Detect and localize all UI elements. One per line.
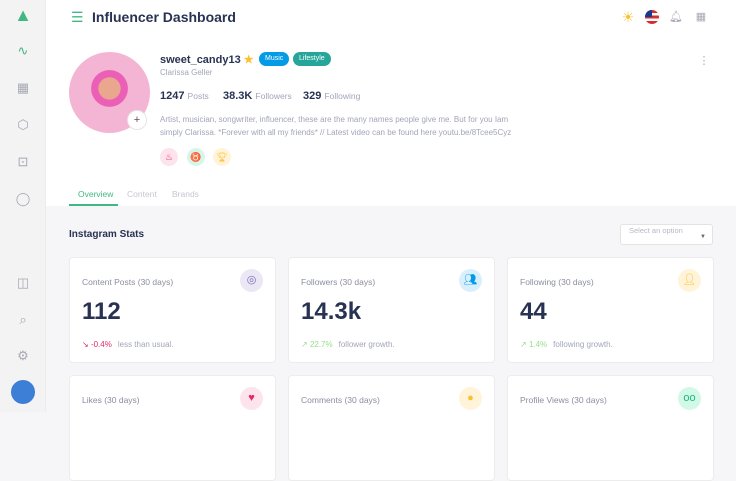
username: sweet_candy13 ★: [160, 54, 254, 66]
fire-icon[interactable]: ♨: [160, 148, 178, 166]
card-footer: ↘ -0.4% less than usual.: [82, 340, 174, 349]
stat-card-following: Following (30 days) 👤︎ 44 ↗ 1.4% followin…: [507, 257, 714, 363]
logo[interactable]: ▲: [14, 4, 32, 25]
users-icon: 👥︎: [459, 269, 482, 292]
tab-brands[interactable]: Brands: [172, 189, 199, 199]
stat-followers: 38.3K Followers: [223, 90, 292, 102]
add-photo-button[interactable]: +: [127, 110, 147, 130]
card-label: Profile Views (30 days): [520, 395, 607, 405]
chat-icon[interactable]: ◯: [15, 191, 31, 206]
medal-icon[interactable]: ♉: [187, 148, 205, 166]
us-flag-icon[interactable]: [645, 10, 659, 24]
page-title: Influencer Dashboard: [92, 9, 236, 25]
card-footer: ↗ 22.7% follower growth.: [301, 340, 395, 349]
card-value: 112: [82, 298, 121, 325]
grid-icon[interactable]: ▦: [16, 80, 30, 95]
stat-card-content-posts: Content Posts (30 days) ◎ 112 ↘ -0.4% les…: [69, 257, 276, 363]
stat-following: 329 Following: [303, 90, 361, 102]
stat-card-profile-views: Profile Views (30 days) oo: [507, 375, 714, 481]
card-label: Following (30 days): [520, 277, 594, 287]
comment-icon: ●: [459, 387, 482, 410]
menu-icon[interactable]: ☰: [71, 9, 84, 25]
trophy-icon[interactable]: 🏆︎: [213, 148, 231, 166]
box-icon[interactable]: ⬡: [17, 117, 29, 132]
settings-icon[interactable]: ⚙: [17, 348, 29, 363]
bell-icon[interactable]: 🔔︎: [669, 11, 683, 23]
bio: Artist, musician, songwriter, influencer…: [160, 115, 512, 137]
glasses-icon: oo: [678, 387, 701, 410]
user-plus-icon: 👤︎: [678, 269, 701, 292]
sidebar: ▲ ∿ ▦ ⬡ ⊡ ◯ ◫ ⌕ ⚙: [0, 0, 46, 412]
heart-icon: ♥: [240, 387, 263, 410]
tag-music[interactable]: Music: [259, 52, 290, 66]
tag-lifestyle[interactable]: Lifestyle: [293, 52, 331, 66]
star-icon: ★: [243, 54, 254, 66]
cpu-icon[interactable]: ⊡: [17, 154, 29, 169]
card-label: Likes (30 days): [82, 395, 140, 405]
card-value: 44: [520, 298, 547, 325]
tab-overview[interactable]: Overview: [78, 189, 114, 199]
active-tab-indicator: [69, 204, 118, 206]
stat-card-comments: Comments (30 days) ●: [288, 375, 495, 481]
card-value: 14.3k: [301, 298, 362, 325]
apps-grid-icon[interactable]: ▦: [695, 11, 707, 23]
stat-posts: 1247 Posts: [160, 90, 209, 102]
stat-card-likes: Likes (30 days) ♥: [69, 375, 276, 481]
tab-content[interactable]: Content: [127, 189, 157, 199]
sun-icon[interactable]: ☀: [621, 9, 635, 25]
section-title: Instagram Stats: [69, 229, 145, 240]
more-options-icon[interactable]: ⋮: [698, 55, 710, 67]
stat-card-followers: Followers (30 days) 👥︎ 14.3k ↗ 22.7% foll…: [288, 257, 495, 363]
card-label: Followers (30 days): [301, 277, 376, 287]
instagram-icon: ◎: [240, 269, 263, 292]
activity-icon[interactable]: ∿: [17, 43, 29, 58]
panel-icon[interactable]: ◫: [16, 275, 30, 290]
full-name: Clarissa Geller: [160, 68, 213, 77]
card-label: Comments (30 days): [301, 395, 380, 405]
card-footer: ↗ 1.4% following growth.: [520, 340, 613, 349]
chevron-down-icon: ▼: [700, 234, 706, 240]
profile-header: [46, 0, 736, 206]
card-label: Content Posts (30 days): [82, 277, 174, 287]
search-icon[interactable]: ⌕: [19, 312, 27, 327]
user-avatar[interactable]: [11, 380, 35, 404]
option-select[interactable]: Select an option ▼: [620, 224, 713, 245]
